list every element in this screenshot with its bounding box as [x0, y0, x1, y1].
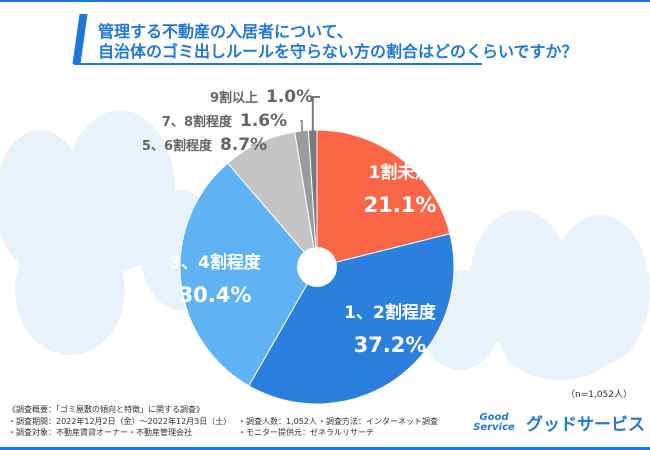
top-border [0, 0, 650, 2]
garbage-bag-background [0, 110, 650, 380]
value-label-3: 8.7% [220, 135, 267, 155]
title-line-2: 自治体のゴミ出しルールを守らない方の割合はどのくらいですか？ [98, 42, 578, 61]
notes-period: ・調査期間：2022年12月2日（金）〜2022年12月3日（土） [8, 416, 232, 426]
pie-slice-1 [248, 233, 455, 405]
notes-target: ・調査対象：不動産賃貸オーナー・不動産管理会社 [8, 428, 192, 437]
category-label-4: 7、8割程度 [162, 114, 233, 130]
title-line-1: 管理する不動産の入居者について、 [98, 22, 353, 41]
value-label-0: 21.1% [364, 193, 437, 217]
logo-en-1: Good [479, 411, 509, 423]
title-underline [74, 63, 482, 65]
pie-slice-0 [316, 129, 451, 268]
value-label-2: 30.4% [179, 283, 252, 307]
value-label-5: 1.0% [266, 87, 313, 107]
chart-title: 管理する不動産の入居者について、 自治体のゴミ出しルールを守らない方の割合はどの… [98, 22, 578, 62]
survey-notes: 《調査概要：「ゴミ屋敷の傾向と特徴」に関する調査》 ・調査期間：2022年12月… [8, 404, 438, 439]
value-label-4: 1.6% [240, 111, 287, 131]
value-label-1: 37.2% [354, 333, 427, 357]
category-label-3: 5、6割程度 [142, 138, 213, 154]
category-label-1: 1、2割程度 [344, 302, 437, 323]
notes-count: ・調査人数：1,052人 [238, 416, 317, 426]
company-logo: Good Service グッドサービス [468, 410, 645, 435]
leader-line-3 [250, 144, 268, 148]
category-label-5: 9割以上 [210, 90, 258, 106]
category-label-2: 3、4割程度 [169, 252, 262, 273]
sample-size: （n=1,052人） [565, 390, 632, 400]
bottom-border [0, 447, 650, 450]
logo-jp: グッドサービス [526, 415, 645, 435]
donut-hole [297, 247, 337, 287]
logo-en-2: Service [473, 421, 515, 433]
leader-line-4 [300, 120, 303, 135]
category-label-0: 1割未満 [369, 162, 432, 183]
notes-provider: ・モニター提供元：ゼネラルリサーチ [238, 428, 374, 437]
notes-method: ・調査方法：インターネット調査 [318, 416, 438, 426]
leader-line-5 [311, 96, 320, 135]
pie-slice-2 [179, 162, 318, 387]
notes-heading: 《調査概要：「ゴミ屋敷の傾向と特徴」に関する調査》 [8, 405, 204, 414]
